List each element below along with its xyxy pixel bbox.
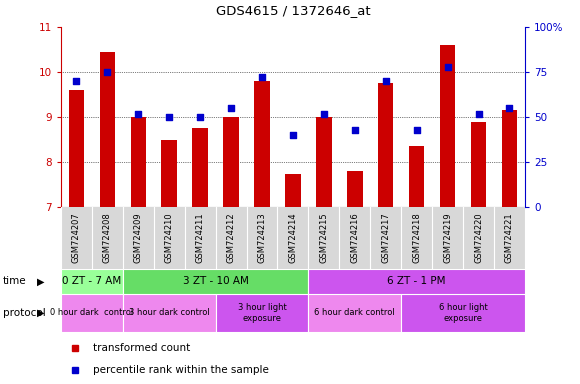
Bar (100, 52, 115, 207)
Text: GDS4615 / 1372646_at: GDS4615 / 1372646_at (216, 4, 370, 17)
Point (103, 69, 112, 75)
Bar (502, 110, 517, 207)
Bar (130, 117, 146, 207)
Text: 3 ZT - 10 AM: 3 ZT - 10 AM (183, 276, 248, 286)
Bar (471, 122, 486, 207)
Text: GSM724211: GSM724211 (195, 213, 205, 263)
Text: transformed count: transformed count (93, 343, 191, 353)
Text: GSM724216: GSM724216 (350, 213, 359, 263)
Text: ▶: ▶ (37, 276, 44, 286)
Bar (316, 117, 332, 207)
Text: 6 hour light
exposure: 6 hour light exposure (438, 303, 487, 323)
Bar (440, 45, 455, 207)
Text: protocol: protocol (3, 308, 46, 318)
Text: 3 hour dark control: 3 hour dark control (129, 308, 209, 318)
Bar (123, 294, 216, 332)
Bar (347, 171, 362, 207)
Bar (309, 294, 401, 332)
Point (288, 132, 298, 138)
Point (474, 111, 483, 117)
Bar (401, 294, 525, 332)
Text: GSM724207: GSM724207 (72, 213, 81, 263)
Bar (68, 90, 84, 207)
Bar (61, 269, 123, 294)
Text: GSM724208: GSM724208 (103, 213, 112, 263)
Point (412, 127, 421, 133)
Text: GSM724212: GSM724212 (227, 213, 235, 263)
Point (165, 114, 174, 120)
Point (195, 114, 205, 120)
Bar (216, 294, 309, 332)
Point (443, 63, 452, 70)
Bar (223, 117, 239, 207)
Text: GSM724213: GSM724213 (258, 213, 266, 263)
Text: 6 ZT - 1 PM: 6 ZT - 1 PM (387, 276, 446, 286)
Text: 6 hour dark control: 6 hour dark control (314, 308, 395, 318)
Text: GSM724209: GSM724209 (134, 213, 143, 263)
Point (381, 78, 390, 84)
Bar (409, 146, 425, 207)
Text: GSM724217: GSM724217 (381, 213, 390, 263)
Text: GSM724215: GSM724215 (320, 213, 328, 263)
Text: GSM724218: GSM724218 (412, 213, 421, 263)
Text: GSM724210: GSM724210 (165, 213, 173, 263)
Point (505, 105, 514, 111)
Point (133, 111, 143, 117)
Text: ▶: ▶ (37, 308, 44, 318)
Point (72, 78, 81, 84)
Bar (61, 294, 123, 332)
Point (350, 127, 360, 133)
Bar (309, 269, 525, 294)
Text: 0 hour dark  control: 0 hour dark control (50, 308, 133, 318)
Text: 0 ZT - 7 AM: 0 ZT - 7 AM (62, 276, 121, 286)
Text: time: time (3, 276, 27, 286)
Text: 3 hour light
exposure: 3 hour light exposure (238, 303, 287, 323)
Bar (161, 140, 177, 207)
Text: GSM724219: GSM724219 (443, 213, 452, 263)
Text: GSM724221: GSM724221 (505, 213, 514, 263)
Point (226, 105, 235, 111)
Point (319, 111, 328, 117)
Bar (254, 81, 270, 207)
Text: GSM724214: GSM724214 (288, 213, 298, 263)
Bar (378, 83, 393, 207)
Text: GSM724220: GSM724220 (474, 213, 483, 263)
Text: percentile rank within the sample: percentile rank within the sample (93, 365, 269, 375)
Bar (285, 174, 300, 207)
Bar (193, 128, 208, 207)
Bar (123, 269, 309, 294)
Point (258, 74, 267, 81)
